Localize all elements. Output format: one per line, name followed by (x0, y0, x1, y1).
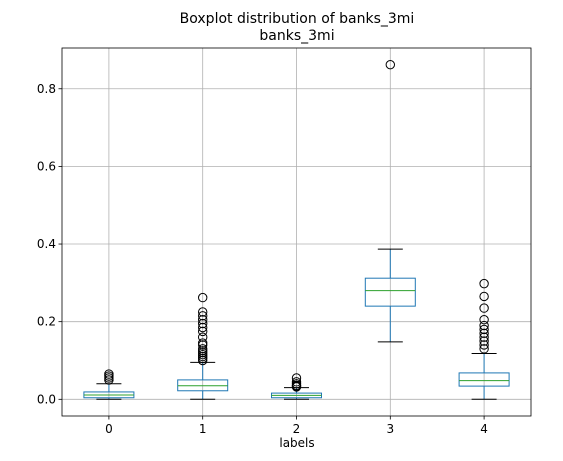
x-tick-label: 2 (293, 422, 301, 436)
grid-lines (62, 48, 531, 416)
outlier-point (479, 340, 489, 350)
outlier-point (479, 303, 489, 313)
outlier-point (198, 315, 208, 325)
outlier-point (198, 326, 208, 337)
plot-area-frame (61, 47, 532, 417)
x-tick-label: 0 (105, 422, 113, 436)
x-axis-label: labels (279, 436, 314, 450)
outlier-point (104, 369, 114, 379)
chart-suptitle: Boxplot distribution of banks_3mi (180, 11, 415, 27)
box-4 (458, 278, 510, 400)
outlier-point (198, 332, 208, 342)
box-2 (271, 373, 322, 400)
outlier-point (385, 59, 395, 70)
box-1 (177, 292, 229, 400)
outlier-point (291, 373, 302, 383)
outlier-point (198, 307, 208, 317)
outlier-point (198, 318, 208, 329)
outlier-point (198, 292, 208, 303)
outlier-point (479, 320, 489, 331)
chart-title: banks_3mi (259, 28, 334, 44)
y-tick-label: 0.8 (37, 82, 56, 96)
axis-ticks: 0.0 0.2 0.4 0.6 0.8 0 1 2 3 4 (37, 82, 488, 436)
box-0 (83, 369, 135, 400)
y-tick-label: 0.6 (37, 159, 56, 173)
iqr-box (458, 372, 510, 387)
x-tick-label: 4 (480, 422, 488, 436)
x-tick-label: 1 (199, 422, 207, 436)
outlier-point (479, 328, 489, 339)
outlier-point (479, 332, 489, 342)
outlier-point (479, 315, 489, 325)
outlier-point (198, 311, 208, 321)
outlier-point (198, 344, 208, 354)
iqr-box (364, 277, 416, 307)
outlier-point (291, 377, 302, 387)
y-tick-label: 0.2 (37, 315, 56, 329)
outlier-point (479, 324, 489, 335)
box-series (83, 59, 510, 400)
outlier-point (479, 336, 489, 346)
y-tick-label: 0.0 (37, 392, 56, 406)
outlier-point (198, 338, 208, 348)
box-3 (364, 59, 416, 343)
outlier-point (479, 278, 489, 289)
outlier-point (479, 291, 489, 302)
y-tick-label: 0.4 (37, 237, 56, 251)
x-tick-label: 3 (386, 422, 394, 436)
outlier-point (198, 322, 208, 333)
outlier-point (479, 344, 489, 354)
